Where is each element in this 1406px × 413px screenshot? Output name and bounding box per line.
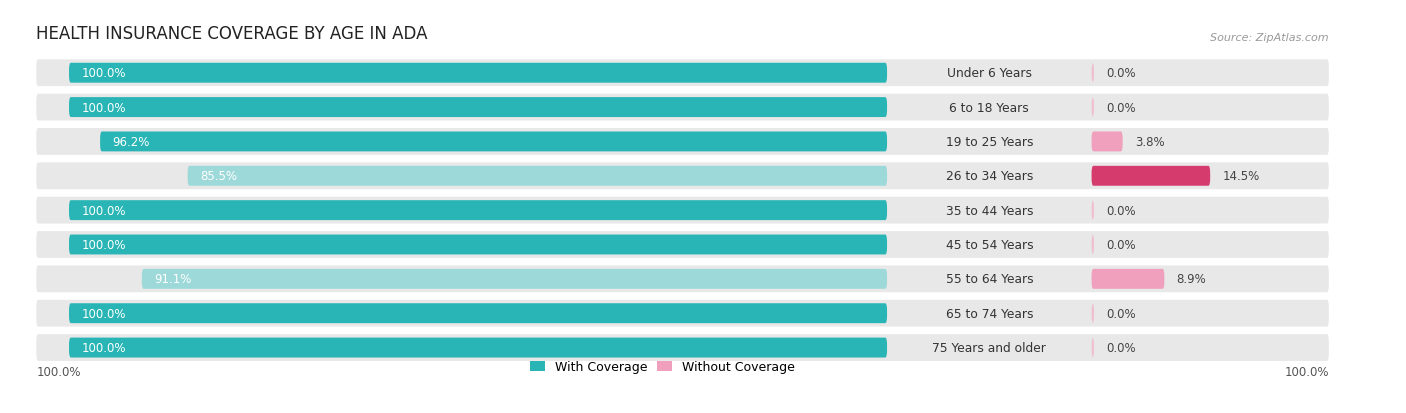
FancyBboxPatch shape bbox=[69, 338, 887, 358]
Text: 100.0%: 100.0% bbox=[82, 67, 125, 80]
FancyBboxPatch shape bbox=[37, 129, 1329, 155]
Text: 19 to 25 Years: 19 to 25 Years bbox=[946, 135, 1033, 149]
Text: 0.0%: 0.0% bbox=[1107, 238, 1136, 252]
Text: 65 to 74 Years: 65 to 74 Years bbox=[946, 307, 1033, 320]
FancyBboxPatch shape bbox=[69, 235, 887, 255]
Text: 91.1%: 91.1% bbox=[155, 273, 191, 286]
Text: 0.0%: 0.0% bbox=[1107, 67, 1136, 80]
Text: 0.0%: 0.0% bbox=[1107, 101, 1136, 114]
Text: HEALTH INSURANCE COVERAGE BY AGE IN ADA: HEALTH INSURANCE COVERAGE BY AGE IN ADA bbox=[37, 26, 427, 43]
FancyBboxPatch shape bbox=[69, 201, 887, 221]
FancyBboxPatch shape bbox=[1091, 201, 1094, 221]
Text: 85.5%: 85.5% bbox=[200, 170, 236, 183]
Text: 0.0%: 0.0% bbox=[1107, 341, 1136, 354]
Text: 100.0%: 100.0% bbox=[82, 307, 125, 320]
FancyBboxPatch shape bbox=[37, 300, 1329, 327]
FancyBboxPatch shape bbox=[69, 98, 887, 118]
Text: 14.5%: 14.5% bbox=[1222, 170, 1260, 183]
FancyBboxPatch shape bbox=[37, 60, 1329, 87]
FancyBboxPatch shape bbox=[37, 232, 1329, 258]
FancyBboxPatch shape bbox=[187, 166, 887, 186]
FancyBboxPatch shape bbox=[69, 64, 887, 83]
FancyBboxPatch shape bbox=[142, 269, 887, 289]
Text: 8.9%: 8.9% bbox=[1177, 273, 1206, 286]
FancyBboxPatch shape bbox=[37, 95, 1329, 121]
Text: 55 to 64 Years: 55 to 64 Years bbox=[945, 273, 1033, 286]
Text: 3.8%: 3.8% bbox=[1135, 135, 1164, 149]
FancyBboxPatch shape bbox=[1091, 98, 1094, 118]
FancyBboxPatch shape bbox=[37, 335, 1329, 361]
FancyBboxPatch shape bbox=[1091, 338, 1094, 358]
FancyBboxPatch shape bbox=[100, 132, 887, 152]
Text: 26 to 34 Years: 26 to 34 Years bbox=[946, 170, 1033, 183]
Text: 35 to 44 Years: 35 to 44 Years bbox=[946, 204, 1033, 217]
Text: 96.2%: 96.2% bbox=[112, 135, 150, 149]
Text: 100.0%: 100.0% bbox=[37, 365, 80, 378]
Text: 6 to 18 Years: 6 to 18 Years bbox=[949, 101, 1029, 114]
FancyBboxPatch shape bbox=[1091, 269, 1164, 289]
Text: 45 to 54 Years: 45 to 54 Years bbox=[945, 238, 1033, 252]
Text: Source: ZipAtlas.com: Source: ZipAtlas.com bbox=[1211, 33, 1329, 43]
FancyBboxPatch shape bbox=[37, 197, 1329, 224]
Text: 100.0%: 100.0% bbox=[82, 101, 125, 114]
Legend: With Coverage, Without Coverage: With Coverage, Without Coverage bbox=[524, 356, 800, 378]
FancyBboxPatch shape bbox=[69, 304, 887, 323]
Text: 100.0%: 100.0% bbox=[82, 204, 125, 217]
FancyBboxPatch shape bbox=[37, 163, 1329, 190]
Text: 75 Years and older: 75 Years and older bbox=[932, 341, 1046, 354]
FancyBboxPatch shape bbox=[1091, 132, 1122, 152]
FancyBboxPatch shape bbox=[1091, 64, 1094, 83]
Text: 100.0%: 100.0% bbox=[82, 341, 125, 354]
FancyBboxPatch shape bbox=[1091, 235, 1094, 255]
FancyBboxPatch shape bbox=[1091, 304, 1094, 323]
Text: 100.0%: 100.0% bbox=[82, 238, 125, 252]
Text: 0.0%: 0.0% bbox=[1107, 307, 1136, 320]
Text: Under 6 Years: Under 6 Years bbox=[946, 67, 1032, 80]
FancyBboxPatch shape bbox=[1091, 166, 1211, 186]
Text: 100.0%: 100.0% bbox=[1284, 365, 1329, 378]
Text: 0.0%: 0.0% bbox=[1107, 204, 1136, 217]
FancyBboxPatch shape bbox=[37, 266, 1329, 292]
